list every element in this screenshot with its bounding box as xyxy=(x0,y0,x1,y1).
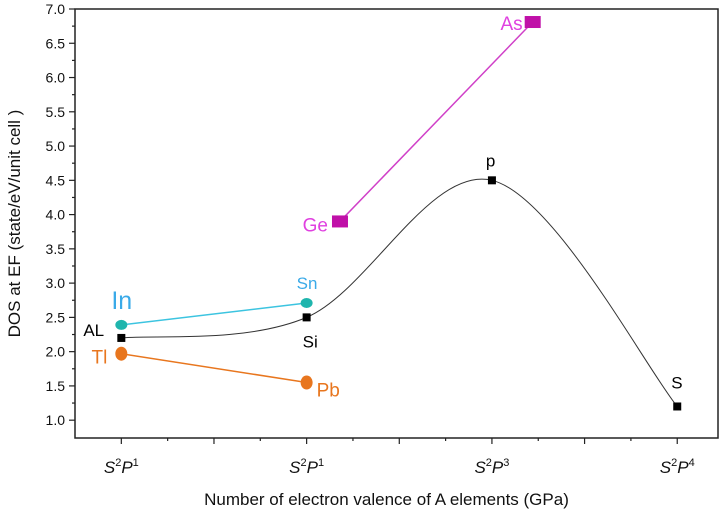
point-label-In: In xyxy=(111,287,132,315)
x-tick-sup1: 2 xyxy=(486,457,492,469)
point-label-Ge: Ge xyxy=(303,215,328,236)
point-label-AL: AL xyxy=(83,321,104,340)
x-tick-base: S xyxy=(660,458,672,477)
point-label-Tl: Tl xyxy=(91,348,107,369)
x-tick-base: S xyxy=(474,458,486,477)
data-point-AL xyxy=(117,333,126,342)
x-tick-base: S xyxy=(104,458,116,477)
y-tick-label: 2.5 xyxy=(46,309,66,325)
x-tick-label: S2P1 xyxy=(289,457,324,477)
data-point-Tl xyxy=(115,346,128,361)
data-point-p xyxy=(487,176,496,185)
x-tick-sup2: 1 xyxy=(318,457,324,469)
data-point-As xyxy=(524,16,541,29)
x-tick-label: S2P4 xyxy=(660,457,695,477)
y-tick-label: 1.5 xyxy=(46,378,66,394)
point-label-Si: Si xyxy=(303,332,318,351)
point-label-S: S xyxy=(671,373,682,392)
data-point-Pb xyxy=(300,375,313,390)
plot-frame xyxy=(74,8,719,439)
x-tick-sup2: 3 xyxy=(503,457,509,469)
point-label-p: p xyxy=(486,151,495,170)
data-point-Ge xyxy=(331,215,348,228)
y-tick-label: 7.0 xyxy=(46,1,66,17)
x-axis-title: Number of electron valence of A elements… xyxy=(204,490,569,509)
y-axis-title: DOS at EF (state/eV/unit cell ) xyxy=(5,110,24,338)
series-line-Ge-As xyxy=(339,21,534,222)
x-tick-sup2: 1 xyxy=(133,457,139,469)
y-tick-label: 5.5 xyxy=(46,104,66,120)
x-tick-mid: P xyxy=(121,458,133,477)
y-tick-label: 4.0 xyxy=(46,207,66,223)
data-point-Si xyxy=(302,313,311,322)
y-tick-label: 1.0 xyxy=(46,412,66,428)
point-label-Pb: Pb xyxy=(317,380,340,401)
x-tick-sup1: 2 xyxy=(115,457,121,469)
x-tick-sup1: 2 xyxy=(301,457,307,469)
y-tick-label: 3.5 xyxy=(46,241,66,257)
x-tick-base: S xyxy=(289,458,301,477)
series-line-main xyxy=(121,178,678,407)
y-tick-label: 2.0 xyxy=(46,344,66,360)
y-tick-label: 3.0 xyxy=(46,275,66,291)
data-point-In xyxy=(115,319,128,330)
y-tick-label: 6.0 xyxy=(46,70,66,86)
x-tick-mid: P xyxy=(307,458,319,477)
y-tick-label: 4.5 xyxy=(46,172,66,188)
x-tick-label: S2P1 xyxy=(104,457,139,477)
y-tick-label: 5.0 xyxy=(46,138,66,154)
point-label-Sn: Sn xyxy=(297,274,318,293)
series-line-In-Sn xyxy=(121,302,307,326)
x-tick-label: S2P3 xyxy=(474,457,509,477)
x-tick-sup2: 4 xyxy=(689,457,695,469)
series-line-Tl-Pb xyxy=(121,352,307,384)
data-point-S xyxy=(673,402,682,411)
point-label-As: As xyxy=(501,14,523,35)
x-tick-mid: P xyxy=(677,458,689,477)
y-tick-label: 6.5 xyxy=(46,35,66,51)
x-tick-mid: P xyxy=(492,458,504,477)
data-point-Sn xyxy=(300,297,313,308)
x-tick-sup1: 2 xyxy=(671,457,677,469)
